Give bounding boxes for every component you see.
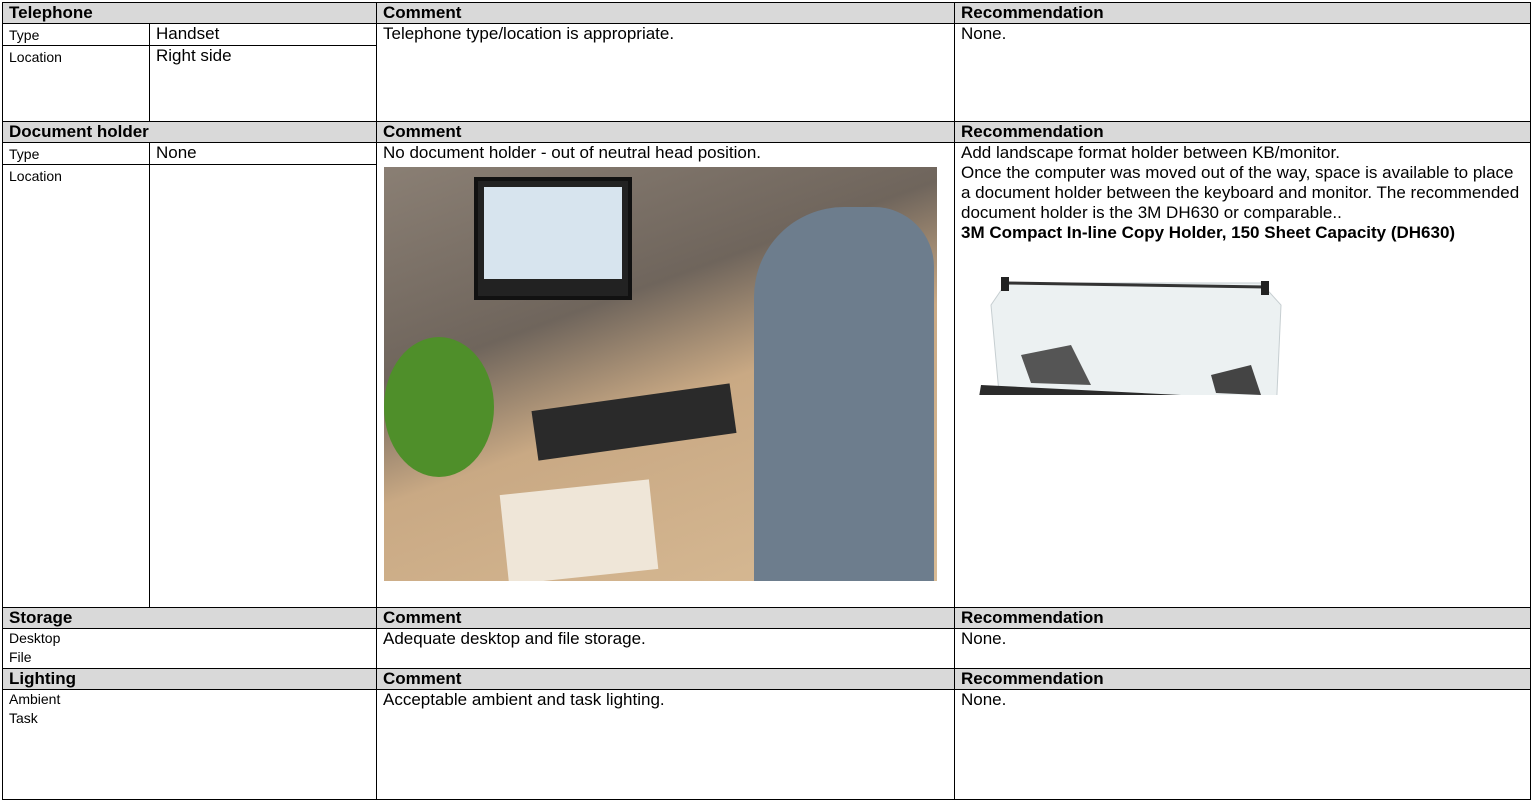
monitor (474, 177, 632, 300)
field-label: Desktop (9, 630, 61, 646)
section-title: Document holder (2, 121, 377, 143)
comment: Adequate desktop and file storage. (383, 629, 646, 649)
field-row: Location (2, 164, 1531, 608)
catalog (499, 479, 659, 581)
comment-heading: Comment (376, 2, 955, 24)
section-title: Lighting (2, 668, 377, 690)
comment-heading: Comment (376, 121, 955, 143)
recommendation-heading: Recommendation (954, 121, 1531, 143)
section-title: Storage (2, 607, 377, 629)
comment-cell: Telephone type/location is appropriate. (376, 23, 955, 122)
recommendation-cell: None. (954, 628, 1531, 669)
recommendation: None. (961, 690, 1007, 710)
field-row: Type None No document holder - out of neut… (2, 142, 1531, 608)
comment: No document holder - out of neutral head… (383, 143, 762, 163)
field-value (149, 164, 377, 608)
recommendation-heading: Recommendation (954, 607, 1531, 629)
comment-cell: Acceptable ambient and task lighting. (376, 689, 955, 800)
recommendation-heading: Recommendation (954, 668, 1531, 690)
comment-heading: Comment (376, 668, 955, 690)
comment: Telephone type/location is appropriate. (383, 24, 675, 44)
person (754, 207, 934, 581)
field-row: Ambient Task Acceptable ambient and task l… (2, 689, 1531, 800)
field-row: Type Handset Telephone type/location is ap… (2, 23, 1531, 122)
keyboard (531, 383, 737, 461)
recommendation-heading: Recommendation (954, 2, 1531, 24)
workstation-photo (384, 167, 937, 581)
recommendation-detail: Once the computer was moved out of the w… (961, 163, 1520, 222)
comment-cell: Adequate desktop and file storage. (376, 628, 955, 669)
field-label: File (9, 649, 32, 665)
field-row: Desktop File Adequate desktop and file sto… (2, 628, 1531, 669)
recommendation-cell: None. (954, 689, 1531, 800)
field-label: Location (2, 45, 150, 122)
plant (384, 337, 494, 477)
field-labels: Desktop File (2, 628, 377, 669)
comment-heading: Comment (376, 607, 955, 629)
field-labels: Ambient Task (2, 689, 377, 800)
field-label: Ambient (9, 691, 61, 707)
field-value: Handset (149, 23, 377, 46)
recommendation: None. (961, 629, 1007, 649)
recommendation: Add landscape format holder between KB/m… (961, 143, 1340, 163)
section-header-row: Lighting Comment Recommendation (2, 668, 1531, 690)
section-header-row: Storage Comment Recommendation (2, 607, 1531, 629)
recommendation-cell: None. (954, 23, 1531, 122)
comment-cell: No document holder - out of neutral head… (376, 142, 955, 608)
section-header-row: Telephone Comment Recommendation (2, 2, 1531, 24)
field-label: Type (2, 23, 150, 46)
field-label: Task (9, 710, 38, 726)
section-header-row: Document holder Comment Recommendation (2, 121, 1531, 143)
field-label: Type (2, 142, 150, 165)
recommendation: None. (961, 24, 1007, 44)
recommendation-cell: Add landscape format holder between KB/m… (954, 142, 1531, 608)
screen (484, 187, 622, 279)
section-title: Telephone (2, 2, 377, 24)
field-value: Right side (149, 45, 377, 122)
field-value: None (149, 142, 377, 165)
field-row: Location Right side (2, 45, 1531, 122)
comment: Acceptable ambient and task lighting. (383, 690, 665, 710)
product-name: 3M Compact In-line Copy Holder, 150 Shee… (961, 223, 1456, 242)
product-image (979, 277, 1282, 395)
field-label: Location (2, 164, 150, 608)
